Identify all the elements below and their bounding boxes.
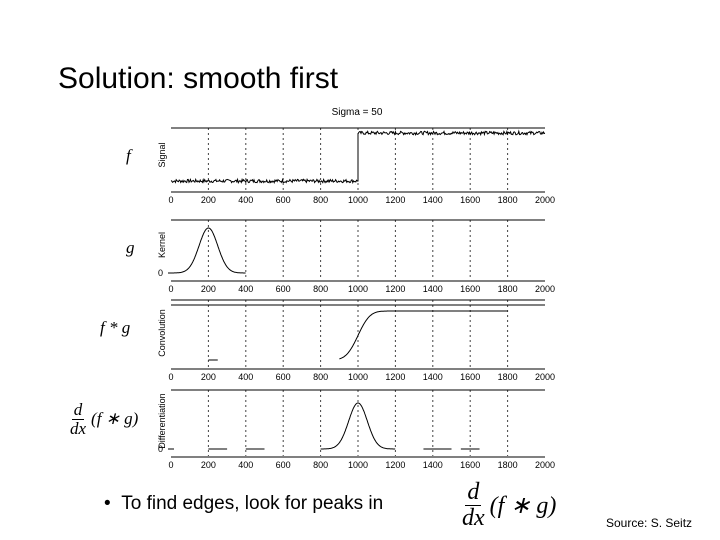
ytick-label: 0 bbox=[158, 444, 163, 454]
tick-label: 0 bbox=[168, 195, 173, 205]
tick-label: 1200 bbox=[385, 372, 405, 382]
bullet-derivative-argument: (f ∗ g) bbox=[489, 493, 557, 520]
tick-label: 600 bbox=[276, 372, 291, 382]
label-g: g bbox=[126, 238, 135, 257]
tick-label: 0 bbox=[168, 460, 173, 470]
tick-label: 1600 bbox=[460, 284, 480, 294]
tick-label: 1000 bbox=[348, 460, 368, 470]
tick-label: 1000 bbox=[348, 195, 368, 205]
tick-label: 1400 bbox=[423, 460, 443, 470]
tick-label: 1200 bbox=[385, 195, 405, 205]
tick-label: 2000 bbox=[535, 284, 555, 294]
derivative-series bbox=[320, 402, 396, 450]
tick-label: 1600 bbox=[460, 372, 480, 382]
tick-label: 1400 bbox=[423, 195, 443, 205]
derivative-label: d dx (f ∗ g) bbox=[68, 401, 138, 438]
tick-label: 1000 bbox=[348, 372, 368, 382]
axis-ylabel: Convolution bbox=[157, 309, 167, 357]
ytick-label: 0 bbox=[158, 268, 163, 278]
signal-series bbox=[170, 129, 546, 185]
tick-label: 1800 bbox=[498, 195, 518, 205]
kernel-series bbox=[171, 227, 246, 274]
slide-title: Solution: smooth first bbox=[58, 62, 339, 95]
tick-label: 1400 bbox=[423, 284, 443, 294]
tick-label: 1200 bbox=[385, 284, 405, 294]
tick-label: 800 bbox=[313, 284, 328, 294]
tick-label: 1600 bbox=[460, 460, 480, 470]
axis-ylabel: Signal bbox=[157, 142, 167, 167]
tick-label: 400 bbox=[238, 460, 253, 470]
bullet-text: To find edges, look for peaks in bbox=[121, 493, 384, 514]
bullet-point: • To find edges, look for peaks in bbox=[104, 493, 383, 515]
tick-label: 1600 bbox=[460, 195, 480, 205]
tick-label: 600 bbox=[276, 460, 291, 470]
tick-label: 0 bbox=[168, 284, 173, 294]
tick-label: 600 bbox=[276, 284, 291, 294]
tick-label: 200 bbox=[201, 372, 216, 382]
tick-label: 1800 bbox=[498, 284, 518, 294]
label-f: f bbox=[126, 146, 131, 165]
tick-label: 1000 bbox=[348, 284, 368, 294]
tick-label: 800 bbox=[313, 372, 328, 382]
tick-label: 200 bbox=[201, 460, 216, 470]
derivative-denominator: dx bbox=[70, 418, 87, 438]
plot-title: Sigma = 50 bbox=[332, 107, 383, 118]
axis-ylabel: Differentiation bbox=[157, 393, 167, 448]
tick-label: 2000 bbox=[535, 460, 555, 470]
tick-label: 1800 bbox=[498, 460, 518, 470]
tick-label: 0 bbox=[168, 372, 173, 382]
tick-label: 1200 bbox=[385, 460, 405, 470]
derivative-argument: (f ∗ g) bbox=[91, 409, 139, 429]
bullet-derivative-numerator: d bbox=[465, 479, 482, 507]
label-f-conv-g: f * g bbox=[100, 318, 131, 337]
derivative-fraction: d dx bbox=[68, 401, 88, 438]
tick-label: 800 bbox=[313, 460, 328, 470]
tick-label: 400 bbox=[238, 372, 253, 382]
tick-label: 2000 bbox=[535, 195, 555, 205]
bullet-dot: • bbox=[104, 493, 122, 514]
tick-label: 400 bbox=[238, 284, 253, 294]
derivative-numerator: d bbox=[71, 400, 85, 420]
bullet-derivative-fraction: d dx bbox=[460, 479, 487, 532]
tick-label: 400 bbox=[238, 195, 253, 205]
tick-label: 600 bbox=[276, 195, 291, 205]
bullet-derivative: d dx (f ∗ g) bbox=[460, 479, 557, 532]
tick-label: 800 bbox=[313, 195, 328, 205]
tick-label: 1400 bbox=[423, 372, 443, 382]
axis-ylabel: Kernel bbox=[157, 232, 167, 258]
tick-label: 200 bbox=[201, 195, 216, 205]
tick-label: 2000 bbox=[535, 372, 555, 382]
tick-label: 200 bbox=[201, 284, 216, 294]
source-credit: Source: S. Seitz bbox=[606, 516, 693, 530]
tick-label: 1800 bbox=[498, 372, 518, 382]
bullet-derivative-denominator: dx bbox=[462, 505, 485, 532]
convolution-series bbox=[339, 310, 508, 360]
